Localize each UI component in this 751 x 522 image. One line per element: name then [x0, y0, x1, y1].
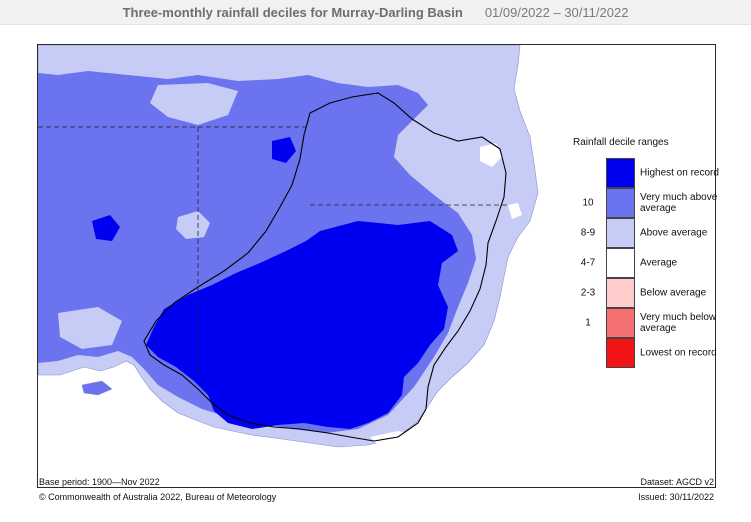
legend-swatch: [606, 278, 635, 308]
legend-title: Rainfall decile ranges: [573, 137, 669, 148]
legend-item-very-much-below: 1 Very much below average: [566, 308, 726, 338]
map-title: Three-monthly rainfall deciles for Murra…: [122, 4, 463, 20]
legend-decile: 4-7: [580, 257, 596, 269]
legend-label: Average: [640, 257, 678, 269]
legend-item-below: 2-3 Below average: [566, 278, 726, 308]
legend-decile: 2-3: [580, 287, 596, 299]
legend-decile: 8-9: [580, 227, 596, 239]
legend-label: Above average: [640, 227, 708, 239]
region-highest-small-north: [272, 137, 296, 163]
basin-boundary: [143, 92, 507, 442]
legend-item-highest: Highest on record: [566, 158, 726, 188]
legend-decile: 1: [585, 317, 591, 329]
legend-decile: 10: [582, 197, 594, 209]
legend-label: Very much below average: [640, 312, 717, 334]
legend-swatch: [606, 308, 635, 338]
legend-swatch: [606, 248, 635, 278]
legend-item-very-much-above: 10 Very much above average: [566, 188, 726, 218]
legend: Rainfall decile ranges Highest on record…: [566, 134, 726, 374]
title-bar: Three-monthly rainfall deciles for Murra…: [0, 0, 751, 25]
rainfall-decile-map: [37, 44, 716, 488]
region-above-central-patch: [176, 211, 210, 239]
region-highest-on-record: [146, 221, 458, 429]
map-date-range: 01/09/2022 – 30/11/2022: [484, 4, 629, 20]
legend-item-above: 8-9 Above average: [566, 218, 726, 248]
region-above-sw-patch: [58, 307, 122, 349]
map-canvas: [38, 45, 715, 487]
region-average-se: [370, 431, 422, 451]
region-average-ne-1: [480, 143, 502, 167]
legend-item-lowest: Lowest on record: [566, 338, 726, 368]
issued-note: Issued: 30/11/2022: [638, 492, 714, 502]
legend-label: Very much above average: [640, 192, 718, 214]
legend-swatch: [606, 218, 635, 248]
legend-label: Lowest on record: [640, 347, 717, 359]
region-highest-small-west: [92, 215, 120, 241]
legend-label: Highest on record: [640, 167, 719, 179]
offshore-island: [81, 380, 113, 396]
legend-swatch: [606, 338, 635, 368]
region-above-north-patch: [150, 83, 238, 125]
copyright-note: © Commonwealth of Australia 2022, Bureau…: [39, 492, 277, 502]
dataset-note: Dataset: AGCD v2: [640, 477, 714, 487]
legend-swatch: [606, 188, 635, 218]
legend-item-average: 4-7 Average: [566, 248, 726, 278]
region-average-ne-2: [508, 203, 522, 219]
legend-swatch: [606, 158, 635, 188]
base-period-note: Base period: 1900—Nov 2022: [39, 477, 160, 487]
legend-label: Below average: [640, 287, 707, 299]
